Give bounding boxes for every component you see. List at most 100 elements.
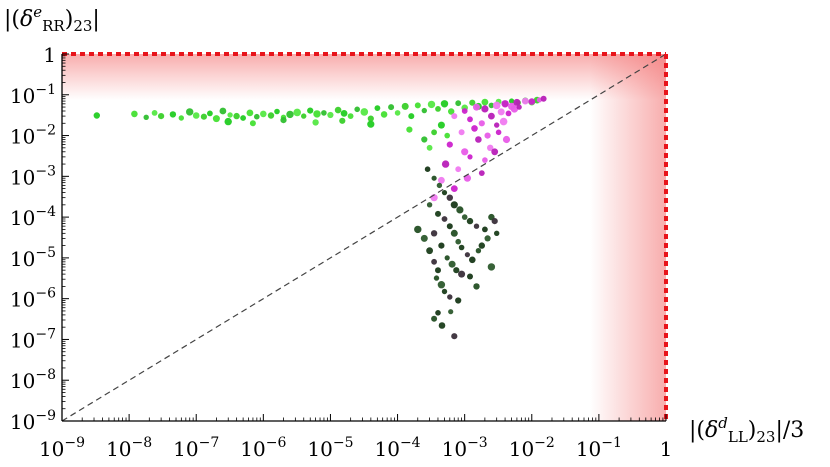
- data-point: [487, 144, 494, 151]
- data-point: [260, 110, 267, 118]
- data-point: [212, 115, 220, 123]
- data-point: [426, 144, 433, 151]
- data-point: [458, 244, 465, 251]
- data-point: [246, 109, 254, 117]
- y-tick-label: 10−1: [10, 82, 56, 108]
- data-point: [475, 248, 482, 254]
- data-point: [438, 242, 445, 249]
- data-point: [435, 267, 441, 274]
- data-point: [286, 110, 294, 119]
- x-axis-title: |(δdLL)23|/3: [689, 414, 804, 446]
- data-point: [414, 102, 421, 109]
- data-point: [488, 102, 495, 109]
- data-point: [481, 105, 489, 113]
- data-point: [448, 108, 455, 115]
- data-point: [192, 112, 200, 119]
- data-point: [448, 260, 456, 268]
- data-point: [426, 247, 433, 255]
- data-point: [421, 107, 427, 114]
- data-point: [401, 102, 409, 110]
- data-point: [340, 110, 348, 117]
- data-point: [249, 120, 256, 127]
- data-point: [497, 108, 505, 116]
- data-point: [455, 238, 462, 245]
- data-point: [482, 157, 488, 163]
- data-point: [494, 122, 500, 128]
- data-point: [293, 108, 302, 117]
- data-point: [458, 129, 465, 136]
- data-point: [347, 113, 354, 119]
- data-point: [469, 256, 476, 264]
- data-point: [469, 99, 476, 106]
- data-point: [334, 106, 342, 114]
- y-tick-label: 10−4: [10, 204, 56, 230]
- data-point: [151, 110, 158, 116]
- data-point: [427, 100, 436, 109]
- excluded-regions: [62, 54, 666, 421]
- data-point: [471, 125, 478, 132]
- y-tick-label: 10−9: [10, 408, 56, 434]
- data-point: [484, 235, 491, 242]
- data-point: [461, 214, 468, 220]
- data-point: [313, 110, 321, 118]
- data-point: [169, 111, 177, 118]
- data-point: [475, 136, 482, 143]
- x-tick-label: 10−5: [307, 435, 353, 461]
- data-point: [482, 226, 488, 233]
- data-point: [431, 258, 437, 265]
- data-point: [207, 110, 213, 117]
- data-point: [339, 117, 346, 124]
- x-tick-label: 10−4: [375, 435, 421, 461]
- data-point: [200, 113, 207, 120]
- data-point: [440, 100, 449, 108]
- data-point: [540, 95, 547, 102]
- data-point: [510, 105, 519, 113]
- data-point: [436, 182, 443, 189]
- data-point: [312, 119, 319, 126]
- data-point: [274, 108, 280, 115]
- excluded-region-top: [62, 54, 666, 100]
- data-point: [478, 242, 485, 249]
- data-point: [431, 175, 437, 181]
- data-point: [456, 206, 464, 214]
- data-point: [301, 113, 307, 119]
- y-axis-ticks: 10−9 10−8 10−7 10−6 10−5 10−4 10−3 10−2 10−1 1: [10, 43, 69, 434]
- data-point: [178, 115, 184, 121]
- data-point: [224, 117, 232, 126]
- data-point: [441, 160, 450, 168]
- data-point: [424, 166, 431, 172]
- diagonal-reference-line: [61, 53, 667, 422]
- data-point: [461, 148, 469, 156]
- data-point: [464, 252, 470, 258]
- y-tick-label: 10−3: [10, 163, 56, 189]
- data-point: [461, 108, 468, 114]
- data-point: [492, 101, 501, 110]
- x-tick-label: 10−2: [509, 435, 555, 461]
- data-point: [499, 117, 508, 126]
- data-point: [467, 154, 473, 160]
- data-point: [441, 216, 448, 222]
- data-point: [450, 185, 458, 193]
- data-point: [394, 110, 401, 116]
- data-point: [487, 263, 496, 271]
- data-point: [438, 176, 445, 184]
- data-point: [420, 234, 428, 242]
- data-point: [435, 210, 441, 217]
- data-point: [478, 170, 485, 177]
- data-point: [458, 270, 466, 278]
- data-point: [450, 229, 458, 237]
- data-point: [307, 107, 314, 114]
- data-point: [431, 315, 438, 322]
- x-tick-label: 10−6: [240, 435, 286, 461]
- data-point: [451, 333, 458, 340]
- data-point: [414, 225, 422, 234]
- data-point: [473, 103, 480, 111]
- x-tick-label: 10−9: [39, 435, 85, 461]
- data-point: [508, 98, 515, 104]
- data-point: [360, 108, 369, 116]
- axes: 10−9 10−8 10−7 10−6 10−5 10−4 10−3 10−2 10−1 1 10…: [10, 43, 672, 461]
- data-point: [447, 294, 453, 300]
- data-point: [505, 110, 512, 117]
- data-point: [494, 230, 500, 236]
- data-point: [521, 97, 529, 105]
